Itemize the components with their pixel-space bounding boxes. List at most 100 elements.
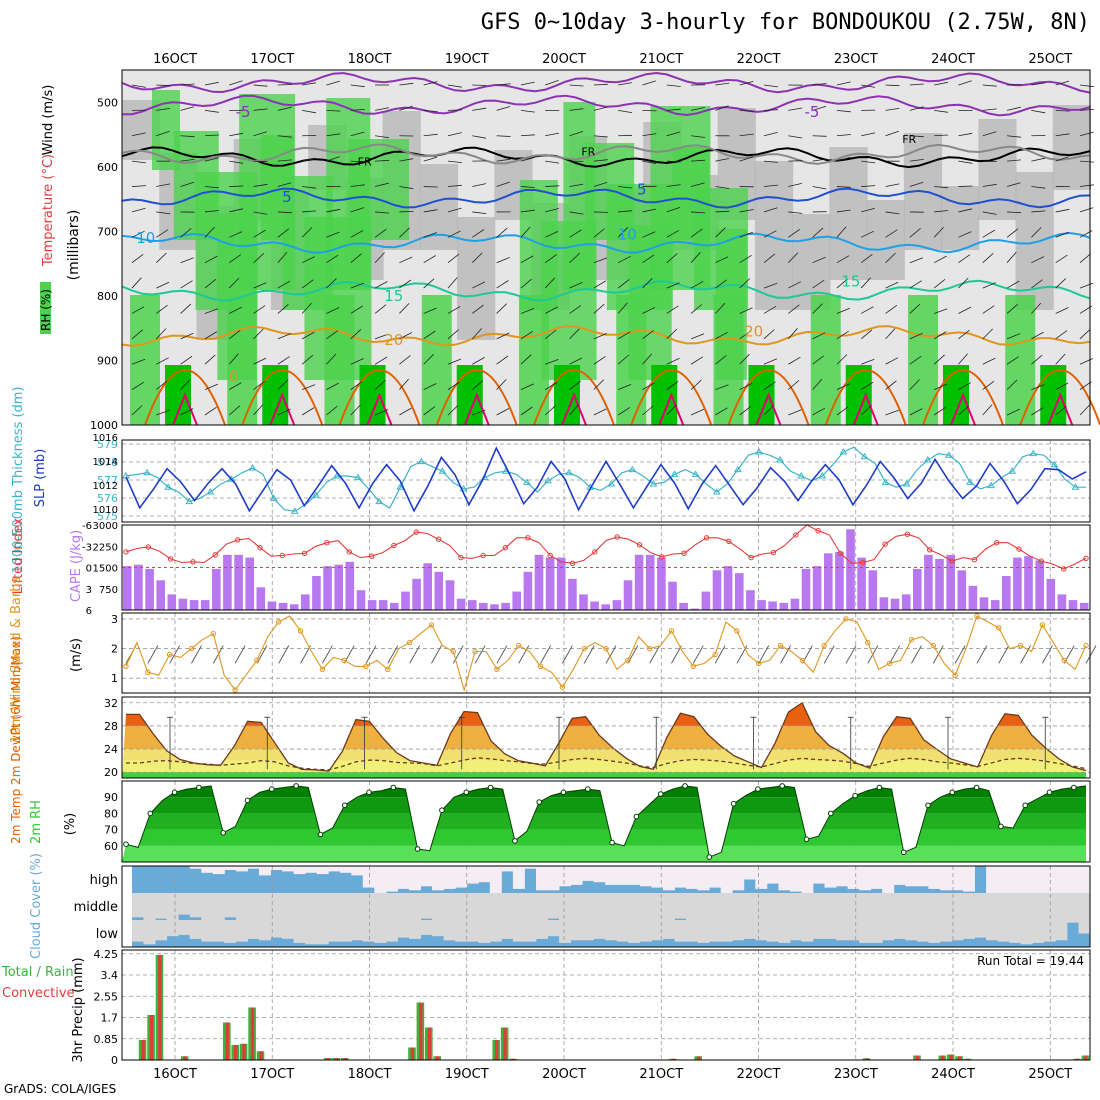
wind-barb xyxy=(1031,227,1042,238)
precip-convective-bar xyxy=(957,1056,962,1061)
precip-convective-bar xyxy=(225,1022,229,1060)
wind-barb xyxy=(1055,330,1068,340)
wind-barb xyxy=(1007,159,1022,162)
wind-barb xyxy=(715,105,729,111)
rh2m-point xyxy=(341,802,348,809)
wind-barb xyxy=(277,280,291,289)
wind-barb xyxy=(642,405,654,416)
wind-barb xyxy=(326,278,337,289)
cloud-low-bar xyxy=(212,920,225,942)
cloud-high-bar xyxy=(709,866,722,888)
wind-barb xyxy=(277,228,290,238)
cloud-high-bar xyxy=(524,866,537,869)
wind-barb xyxy=(545,306,558,314)
wind-barb xyxy=(253,328,264,340)
wind-barb xyxy=(1006,106,1021,111)
wind-barb xyxy=(374,228,387,238)
cloud-high-bar xyxy=(536,866,548,891)
wind-barb xyxy=(690,182,705,187)
lifted-tick-label: -6 xyxy=(82,521,92,532)
wind-barb xyxy=(885,211,900,215)
cloud-low-bar xyxy=(270,920,283,938)
wind10m-point xyxy=(472,648,478,655)
wind-barb xyxy=(1031,384,1045,390)
run-total-label: Run Total = 19.44 xyxy=(977,954,1084,968)
wind10m-barb xyxy=(911,645,922,664)
cloud-low-bar xyxy=(928,920,941,943)
cloud-middle-bar xyxy=(893,893,906,920)
precip-convective-bar xyxy=(410,1047,415,1060)
wind-barb xyxy=(860,253,873,264)
wind10m-barb xyxy=(1020,645,1031,664)
cloud-high-bar xyxy=(859,866,872,891)
wind-barb xyxy=(156,211,171,215)
cloud-high-bar xyxy=(362,866,375,888)
rh-moist-column xyxy=(227,295,258,425)
cape-bar xyxy=(1057,594,1067,610)
wind-barb xyxy=(909,83,924,86)
cape-bar xyxy=(367,600,377,610)
rh2m-point xyxy=(682,783,688,789)
cape-bar xyxy=(145,568,154,610)
cloud-low-bar xyxy=(963,920,975,939)
cloud-low-bar xyxy=(351,920,364,941)
wind-barb xyxy=(544,277,556,289)
cloud-low-bar xyxy=(651,920,664,941)
isotherm-label: FR xyxy=(581,146,595,159)
cloud-middle-bar xyxy=(755,893,768,920)
wind10m-barb xyxy=(692,645,704,664)
surface-isotherm-bump xyxy=(727,369,810,426)
wind-barb xyxy=(933,406,947,416)
wind-barb xyxy=(812,227,824,238)
precip-total-legend: Total / Rain xyxy=(1,965,74,980)
wind-barb xyxy=(934,157,948,162)
cloud-middle-bar xyxy=(385,893,398,920)
precip-tick-label: 3.4 xyxy=(101,969,119,982)
wind-barb xyxy=(1006,356,1020,365)
wind-barb xyxy=(229,306,242,314)
top-date-label: 16OCT xyxy=(153,52,197,67)
isotherm-line xyxy=(121,71,1091,94)
wind-barb xyxy=(253,305,266,314)
cloud-high-bar xyxy=(720,866,733,893)
wind-barb xyxy=(156,183,171,187)
wind-barb xyxy=(885,380,897,390)
wind-barb xyxy=(593,356,606,365)
cloud-middle-bar xyxy=(859,893,872,920)
wind-barb xyxy=(909,227,921,238)
lifted-index-point xyxy=(569,560,576,566)
wind-barb xyxy=(812,378,823,390)
cape-bar xyxy=(790,598,800,610)
wind-barb xyxy=(496,355,509,365)
wind-barb xyxy=(350,381,363,390)
rh2m-point xyxy=(585,786,591,792)
cloud-low-bar xyxy=(166,920,179,937)
rh2m-point xyxy=(147,810,154,817)
cloud-cover-axis-label: Cloud Cover (%) xyxy=(29,853,44,959)
wind-barb xyxy=(569,252,581,263)
wind-barb xyxy=(423,383,437,390)
wind-barb xyxy=(204,406,217,416)
wind-barb xyxy=(447,160,462,163)
cloud-row-label: high xyxy=(90,873,118,888)
rh2m-point xyxy=(900,849,907,856)
cloud-middle-bar xyxy=(916,893,929,920)
wind10m-point xyxy=(166,651,173,658)
wind-barb xyxy=(180,408,194,416)
wind-barb xyxy=(666,381,679,390)
cloud-high-bar xyxy=(305,866,318,873)
wind-barb xyxy=(861,185,876,187)
wind-barb xyxy=(933,255,947,264)
rh-grey-band xyxy=(829,147,868,280)
cloud-low-bar xyxy=(686,920,698,942)
wind-barb xyxy=(1006,333,1021,340)
cape-bar xyxy=(957,570,967,610)
wind-barb xyxy=(253,253,265,263)
thickness-point xyxy=(185,497,194,505)
cloud-low-bar xyxy=(709,920,722,942)
wind-barb xyxy=(496,379,507,390)
wind10m-point xyxy=(996,625,1002,631)
rh2m-point xyxy=(609,839,615,846)
cape-bar xyxy=(556,557,566,610)
wind10m-point xyxy=(581,645,587,652)
